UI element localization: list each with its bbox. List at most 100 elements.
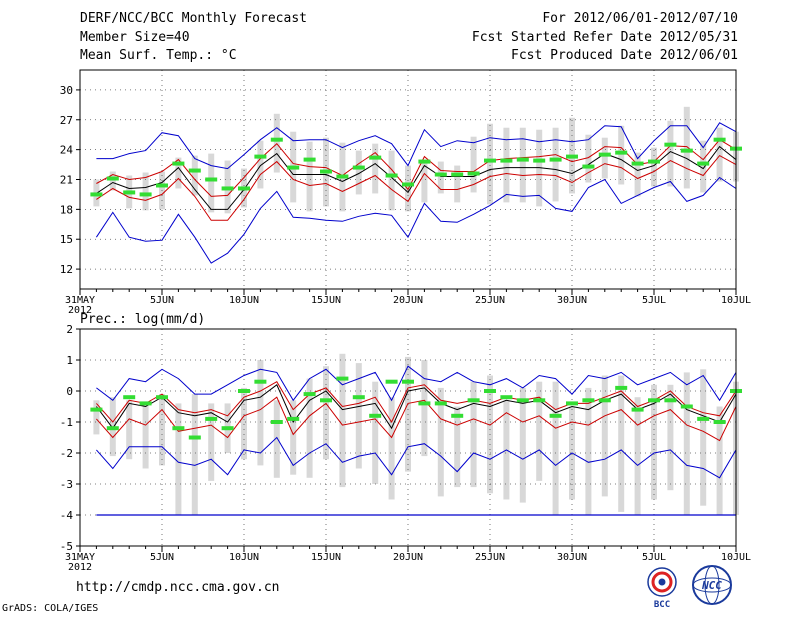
median-marker <box>500 395 513 400</box>
median-marker <box>205 177 218 182</box>
bcc-logo: BCC <box>647 567 677 610</box>
x-tick-label: 10JUL <box>721 552 751 563</box>
median-marker <box>549 413 562 418</box>
spread-box <box>355 150 362 195</box>
spread-box <box>651 147 657 187</box>
spread-box <box>601 137 608 179</box>
median-marker <box>106 426 119 431</box>
spread-box <box>618 375 625 512</box>
spread-box <box>585 387 592 515</box>
median-marker <box>664 142 677 147</box>
median-marker <box>516 157 529 162</box>
spread-box <box>323 366 329 460</box>
median-marker <box>713 420 726 424</box>
series-mean-line <box>96 384 737 430</box>
median-marker <box>631 161 644 166</box>
spread-box <box>667 120 674 187</box>
x-tick-label: 10JUN <box>229 295 259 306</box>
spread-box <box>421 360 428 457</box>
x-tick-label: 30JUN <box>557 552 587 563</box>
median-marker <box>516 398 529 403</box>
y-tick-label: 2 <box>66 323 73 336</box>
spread-box <box>470 381 477 488</box>
y-tick-label: -3 <box>60 478 73 491</box>
forecast-period: For 2012/06/01-2012/07/10 <box>542 11 738 26</box>
x-tick-label: 25JUN <box>475 295 505 306</box>
median-marker <box>451 413 464 418</box>
spread-box <box>454 406 461 488</box>
spread-box <box>503 127 510 203</box>
median-marker <box>615 385 628 390</box>
spread-box <box>700 140 707 193</box>
spread-box <box>93 400 100 435</box>
median-marker <box>106 176 119 181</box>
agency-logos: BCC NCC <box>647 565 732 610</box>
median-marker <box>156 395 168 400</box>
series-upper-line <box>96 381 737 424</box>
spread-box <box>437 387 444 497</box>
x-tick-label: 15JUN <box>311 295 341 306</box>
x-tick-label: 31MAY <box>65 552 95 563</box>
spread-box <box>487 123 493 205</box>
median-marker <box>680 148 693 153</box>
y-tick-label: -1 <box>60 416 73 429</box>
spread-box <box>552 381 559 515</box>
spread-box <box>552 127 559 202</box>
spread-box <box>273 400 280 478</box>
median-marker <box>434 401 447 406</box>
spread-box <box>257 360 264 466</box>
median-marker <box>238 186 250 191</box>
y-tick-label: -4 <box>60 509 74 522</box>
spread-box <box>191 155 198 196</box>
x-tick-label: 5JUN <box>150 552 174 563</box>
x-year-label: 2012 <box>68 305 92 316</box>
median-marker <box>188 168 201 173</box>
spread-box <box>716 127 723 182</box>
median-marker <box>484 158 496 163</box>
series-min-line <box>96 436 737 479</box>
spread-box <box>536 381 543 481</box>
y-tick-label: 0 <box>66 385 73 398</box>
prec-variable-label: Prec.: log(mm/d) <box>80 312 205 327</box>
series-mean-line <box>96 145 737 210</box>
spread-box <box>454 165 461 203</box>
median-marker <box>205 416 218 421</box>
x-tick-label: 5JUN <box>150 295 174 306</box>
median-marker <box>287 165 300 170</box>
y-tick-label: -5 <box>60 540 73 553</box>
spread-box <box>355 363 362 469</box>
median-marker <box>270 137 283 142</box>
median-marker <box>303 392 316 397</box>
spread-box <box>683 372 690 515</box>
median-marker <box>484 389 496 393</box>
median-marker <box>139 401 152 406</box>
source-url[interactable]: http://cmdp.ncc.cma.gov.cn <box>76 580 280 595</box>
median-marker <box>631 407 644 412</box>
median-marker <box>369 413 382 418</box>
spread-box <box>585 134 592 183</box>
median-marker <box>90 407 103 412</box>
median-marker <box>697 161 710 166</box>
spread-box <box>683 106 690 189</box>
spread-box <box>175 403 182 515</box>
spread-box <box>634 152 641 197</box>
x-tick-label: 5JUL <box>642 552 666 563</box>
median-marker <box>385 379 398 384</box>
started-date: Fcst Started Refer Date 2012/05/31 <box>471 30 738 45</box>
median-marker <box>648 159 660 164</box>
x-tick-label: 25JUN <box>475 552 505 563</box>
median-marker <box>238 389 250 393</box>
median-marker <box>598 398 611 403</box>
y-tick-label: -2 <box>60 447 73 460</box>
member-size: Member Size=40 <box>80 30 190 45</box>
y-tick-label: 18 <box>60 203 73 216</box>
spread-box <box>208 403 215 481</box>
median-marker <box>336 174 349 179</box>
spread-box <box>290 400 297 475</box>
x-year-label: 2012 <box>68 562 92 573</box>
median-marker <box>320 169 332 174</box>
x-tick-label: 30JUN <box>557 295 587 306</box>
spread-box <box>306 378 313 478</box>
median-marker <box>582 398 595 403</box>
